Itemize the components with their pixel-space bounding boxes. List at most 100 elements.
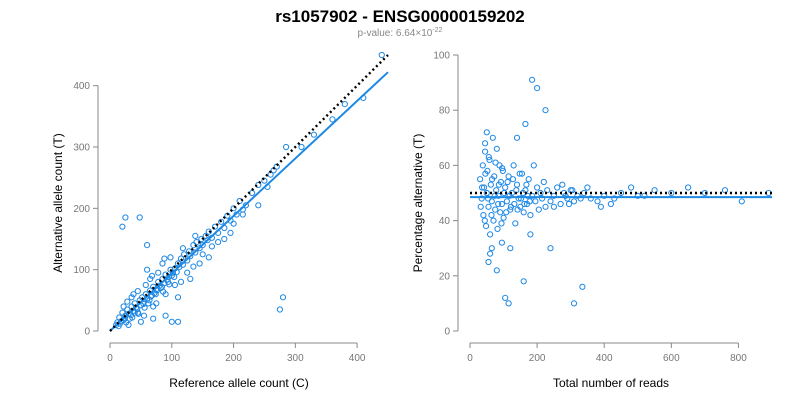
data-point: [527, 231, 534, 238]
data-point: [142, 281, 149, 289]
x-tick-label: 100: [163, 353, 180, 364]
data-point: [128, 294, 135, 301]
data-point: [497, 209, 504, 216]
data-point: [520, 209, 527, 216]
data-point: [239, 211, 246, 218]
x-tick-label: 300: [287, 353, 304, 364]
data-point: [120, 303, 127, 310]
data-point: [668, 189, 675, 197]
data-point: [628, 184, 635, 191]
data-point: [482, 140, 489, 147]
subtitle-exponent: -22: [432, 27, 442, 34]
data-point: [547, 198, 554, 205]
right-scatter-panel: 0 20 40 60 80 100 0 200 400 600 800 Total number of…: [411, 51, 772, 390]
y-axis-label: Alternative allele count (T): [51, 133, 65, 272]
data-point: [174, 318, 182, 325]
y-tick-label: 0: [84, 327, 90, 338]
data-point: [221, 235, 228, 243]
data-point: [487, 181, 494, 188]
data-point: [489, 176, 496, 183]
data-point: [634, 192, 641, 199]
data-point: [478, 195, 485, 202]
y-tick-label: 200: [73, 204, 90, 215]
data-point: [162, 312, 169, 319]
data-point: [153, 300, 160, 307]
data-point: [192, 249, 199, 256]
x-tick-label: 200: [529, 353, 546, 364]
data-point: [242, 202, 249, 209]
x-axis-label: Reference allele count (C): [169, 376, 308, 390]
data-point: [542, 107, 549, 114]
data-point: [493, 145, 500, 152]
data-point: [215, 239, 222, 246]
data-point: [341, 101, 348, 108]
x-tick-label: 200: [225, 353, 242, 364]
data-point: [190, 263, 197, 270]
data-point: [488, 245, 495, 252]
data-point: [196, 260, 203, 267]
data-point: [498, 239, 505, 246]
y-axis-label: Percentage alternative (T): [411, 134, 425, 273]
data-point: [550, 203, 558, 210]
data-point: [607, 200, 615, 208]
data-point: [122, 214, 129, 221]
data-point: [529, 192, 536, 199]
data-point: [498, 220, 505, 227]
data-point: [530, 162, 537, 169]
data-point: [119, 309, 126, 316]
data-point: [144, 266, 151, 273]
data-point: [161, 255, 168, 262]
data-point: [499, 165, 506, 172]
data-point: [481, 217, 488, 224]
data-point: [651, 187, 658, 194]
data-point: [150, 315, 157, 322]
data-point: [130, 291, 137, 298]
chart-title: rs1057902 - ENSG00000159202: [275, 7, 525, 26]
y-tick-label: 60: [439, 161, 451, 172]
data-point: [513, 181, 521, 188]
data-point: [137, 318, 144, 325]
data-point: [491, 192, 498, 199]
data-point: [511, 200, 518, 208]
chart-subtitle: p-value: 6.64×10-22: [358, 27, 443, 39]
data-point: [174, 294, 182, 301]
data-point: [487, 231, 494, 238]
data-point: [140, 300, 147, 308]
data-point: [152, 291, 159, 298]
y-tick-label: 0: [444, 327, 450, 338]
data-point: [514, 206, 521, 213]
data-point: [218, 218, 225, 225]
data-point: [577, 195, 584, 202]
data-point: [199, 251, 206, 258]
data-point: [527, 212, 534, 219]
data-point: [510, 162, 517, 169]
data-point: [594, 198, 601, 205]
data-point: [479, 184, 486, 191]
data-point: [565, 200, 573, 208]
data-point: [378, 51, 385, 59]
data-point: [550, 192, 558, 199]
x-tick-label: 400: [349, 353, 366, 364]
x-tick-label: 600: [663, 353, 680, 364]
data-point: [135, 310, 142, 317]
data-point: [136, 214, 143, 221]
data-point: [192, 232, 199, 239]
data-point: [171, 273, 178, 281]
data-point: [522, 120, 529, 128]
data-point: [611, 195, 618, 202]
x-tick-label: 0: [467, 353, 473, 364]
x-tick-label: 800: [730, 353, 747, 364]
data-point: [587, 195, 594, 202]
data-point: [601, 192, 608, 199]
data-point: [227, 229, 234, 236]
data-point: [494, 225, 501, 232]
data-point: [544, 187, 551, 194]
data-point: [477, 203, 484, 210]
data-point: [123, 319, 130, 326]
data-point: [685, 184, 692, 191]
data-point: [481, 184, 488, 191]
data-point: [480, 212, 487, 219]
y-tick-label: 20: [439, 271, 451, 282]
data-point: [505, 300, 512, 307]
